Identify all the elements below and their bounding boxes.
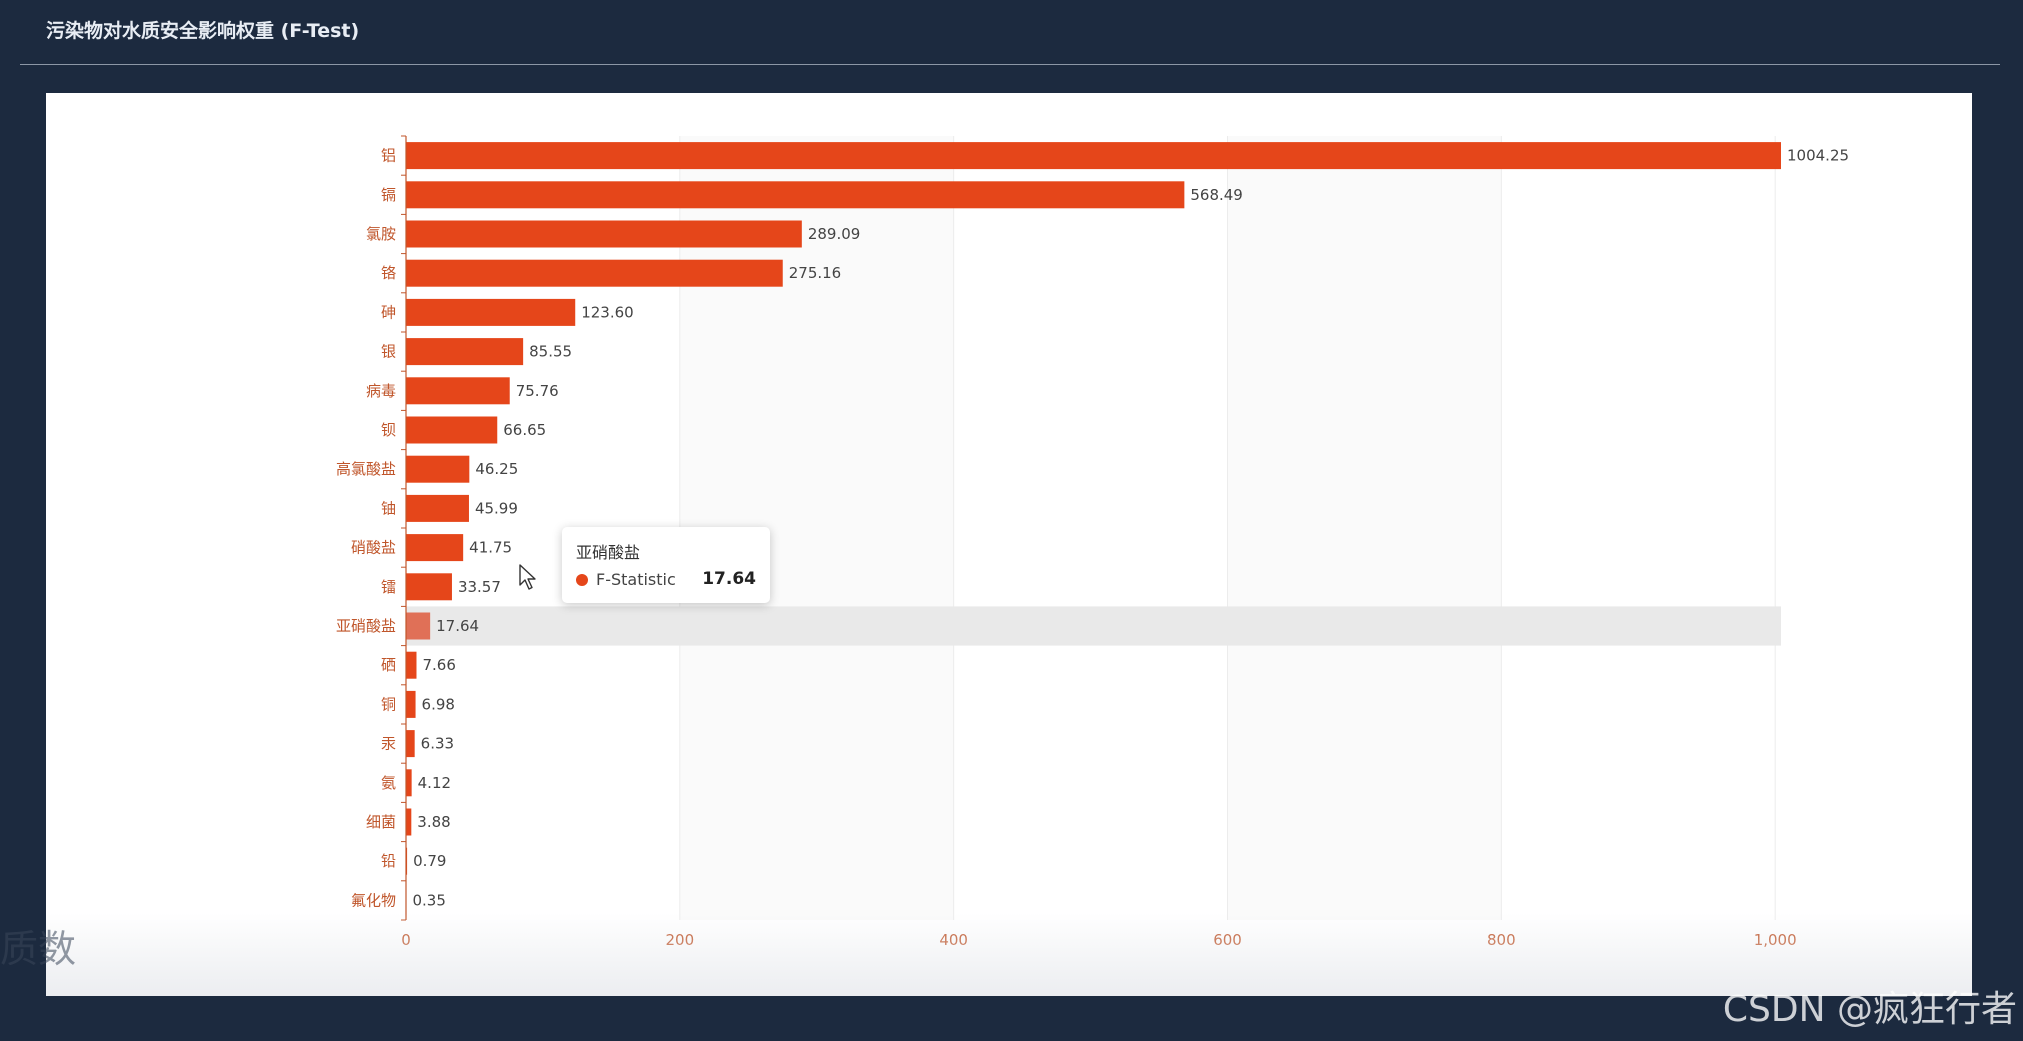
value-label-镭: 33.57 bbox=[458, 578, 501, 596]
chart-tooltip: 亚硝酸盐 F-Statistic 17.64 bbox=[562, 527, 770, 603]
value-label-铀: 45.99 bbox=[475, 499, 518, 517]
category-label-氟化物: 氟化物 bbox=[351, 891, 396, 909]
tooltip-title: 亚硝酸盐 bbox=[576, 543, 641, 562]
bar-砷 bbox=[406, 298, 576, 326]
bars bbox=[406, 142, 1781, 914]
value-label-亚硝酸盐: 17.64 bbox=[436, 617, 479, 635]
x-tick-label-800: 800 bbox=[1487, 931, 1516, 949]
category-label-高氯酸盐: 高氯酸盐 bbox=[336, 460, 396, 478]
bar-细菌 bbox=[406, 808, 412, 836]
value-label-镉: 568.49 bbox=[1190, 186, 1243, 204]
bar-汞 bbox=[406, 730, 415, 758]
split-areas bbox=[679, 136, 1502, 920]
x-tick-label-600: 600 bbox=[1213, 931, 1242, 949]
bar-氯胺 bbox=[406, 220, 802, 248]
mouse-cursor-icon bbox=[519, 564, 536, 590]
x-tick-label-0: 0 bbox=[401, 931, 411, 949]
category-label-镭: 镭 bbox=[381, 578, 396, 596]
category-label-细菌: 细菌 bbox=[366, 813, 396, 831]
value-label-硝酸盐: 41.75 bbox=[469, 539, 512, 557]
bar-氨 bbox=[406, 769, 412, 797]
panel-title: 污染物对水质安全影响权重 (F-Test) bbox=[46, 20, 360, 42]
bar-亚硝酸盐 bbox=[406, 612, 431, 640]
x-tick-label-400: 400 bbox=[939, 931, 968, 949]
bar-镉 bbox=[406, 181, 1185, 209]
watermark: CSDN @疯狂行者 bbox=[1722, 989, 2017, 1030]
category-label-银: 银 bbox=[381, 343, 396, 361]
category-label-铝: 铝 bbox=[381, 147, 396, 165]
value-label-铬: 275.16 bbox=[789, 264, 842, 282]
bar-chart[interactable]: 1004.25 568.49 289.09 275.16 123.60 85.55 75.7… bbox=[46, 93, 1972, 996]
tooltip-value: 17.64 bbox=[702, 569, 756, 589]
value-label-铜: 6.98 bbox=[422, 695, 455, 713]
bar-硝酸盐 bbox=[406, 534, 464, 562]
x-tick-label-200: 200 bbox=[666, 931, 695, 949]
title-divider bbox=[20, 64, 2000, 65]
value-label-高氯酸盐: 46.25 bbox=[475, 460, 518, 478]
bar-高氯酸盐 bbox=[406, 455, 470, 483]
category-label-硝酸盐: 硝酸盐 bbox=[351, 539, 396, 557]
bar-镭 bbox=[406, 573, 452, 601]
value-label-铅: 0.79 bbox=[413, 852, 446, 870]
tooltip-series-marker bbox=[576, 574, 588, 586]
category-label-氯胺: 氯胺 bbox=[366, 225, 396, 243]
value-labels: 1004.25 568.49 289.09 275.16 123.60 85.55 75.7… bbox=[412, 147, 1849, 910]
category-label-铀: 铀 bbox=[381, 499, 396, 517]
x-tick-label-1000: 1,000 bbox=[1754, 931, 1797, 949]
tooltip-series-name: F-Statistic bbox=[596, 570, 676, 589]
bar-钡 bbox=[406, 416, 498, 444]
value-label-铝: 1004.25 bbox=[1787, 147, 1849, 165]
category-label-镉: 镉 bbox=[381, 186, 396, 204]
category-label-钡: 钡 bbox=[381, 421, 396, 439]
value-label-硒: 7.66 bbox=[422, 656, 455, 674]
category-label-氨: 氨 bbox=[381, 774, 396, 792]
value-label-汞: 6.33 bbox=[421, 735, 454, 753]
value-label-氯胺: 289.09 bbox=[808, 225, 861, 243]
split-area bbox=[1227, 136, 1502, 920]
value-label-细菌: 3.88 bbox=[417, 813, 450, 831]
hover-band-rect bbox=[406, 606, 1781, 646]
bar-硒 bbox=[406, 651, 417, 679]
value-label-氟化物: 0.35 bbox=[412, 891, 445, 909]
category-label-汞: 汞 bbox=[381, 735, 396, 753]
category-label-病毒: 病毒 bbox=[366, 382, 396, 400]
bar-铬 bbox=[406, 259, 783, 287]
category-label-亚硝酸盐: 亚硝酸盐 bbox=[336, 617, 396, 635]
category-label-硒: 硒 bbox=[381, 656, 396, 674]
value-label-病毒: 75.76 bbox=[516, 382, 559, 400]
category-label-铬: 铬 bbox=[381, 264, 396, 282]
category-label-砷: 砷 bbox=[381, 303, 396, 321]
value-label-银: 85.55 bbox=[529, 343, 572, 361]
background-ghost-text: 质数 bbox=[0, 927, 77, 971]
hover-band bbox=[406, 606, 1781, 646]
category-label-铜: 铜 bbox=[381, 695, 396, 713]
value-label-钡: 66.65 bbox=[503, 421, 546, 439]
value-label-氨: 4.12 bbox=[418, 774, 451, 792]
bar-铜 bbox=[406, 690, 416, 718]
chart-card: 1004.25 568.49 289.09 275.16 123.60 85.55 75.7… bbox=[46, 93, 1972, 996]
value-label-砷: 123.60 bbox=[581, 303, 634, 321]
bar-病毒 bbox=[406, 377, 510, 405]
x-axis: 0 200 400 600 800 1,000 bbox=[401, 931, 1796, 949]
bar-银 bbox=[406, 338, 524, 366]
category-label-铅: 铅 bbox=[381, 852, 396, 870]
bar-铀 bbox=[406, 494, 469, 522]
bar-铝 bbox=[406, 142, 1781, 170]
